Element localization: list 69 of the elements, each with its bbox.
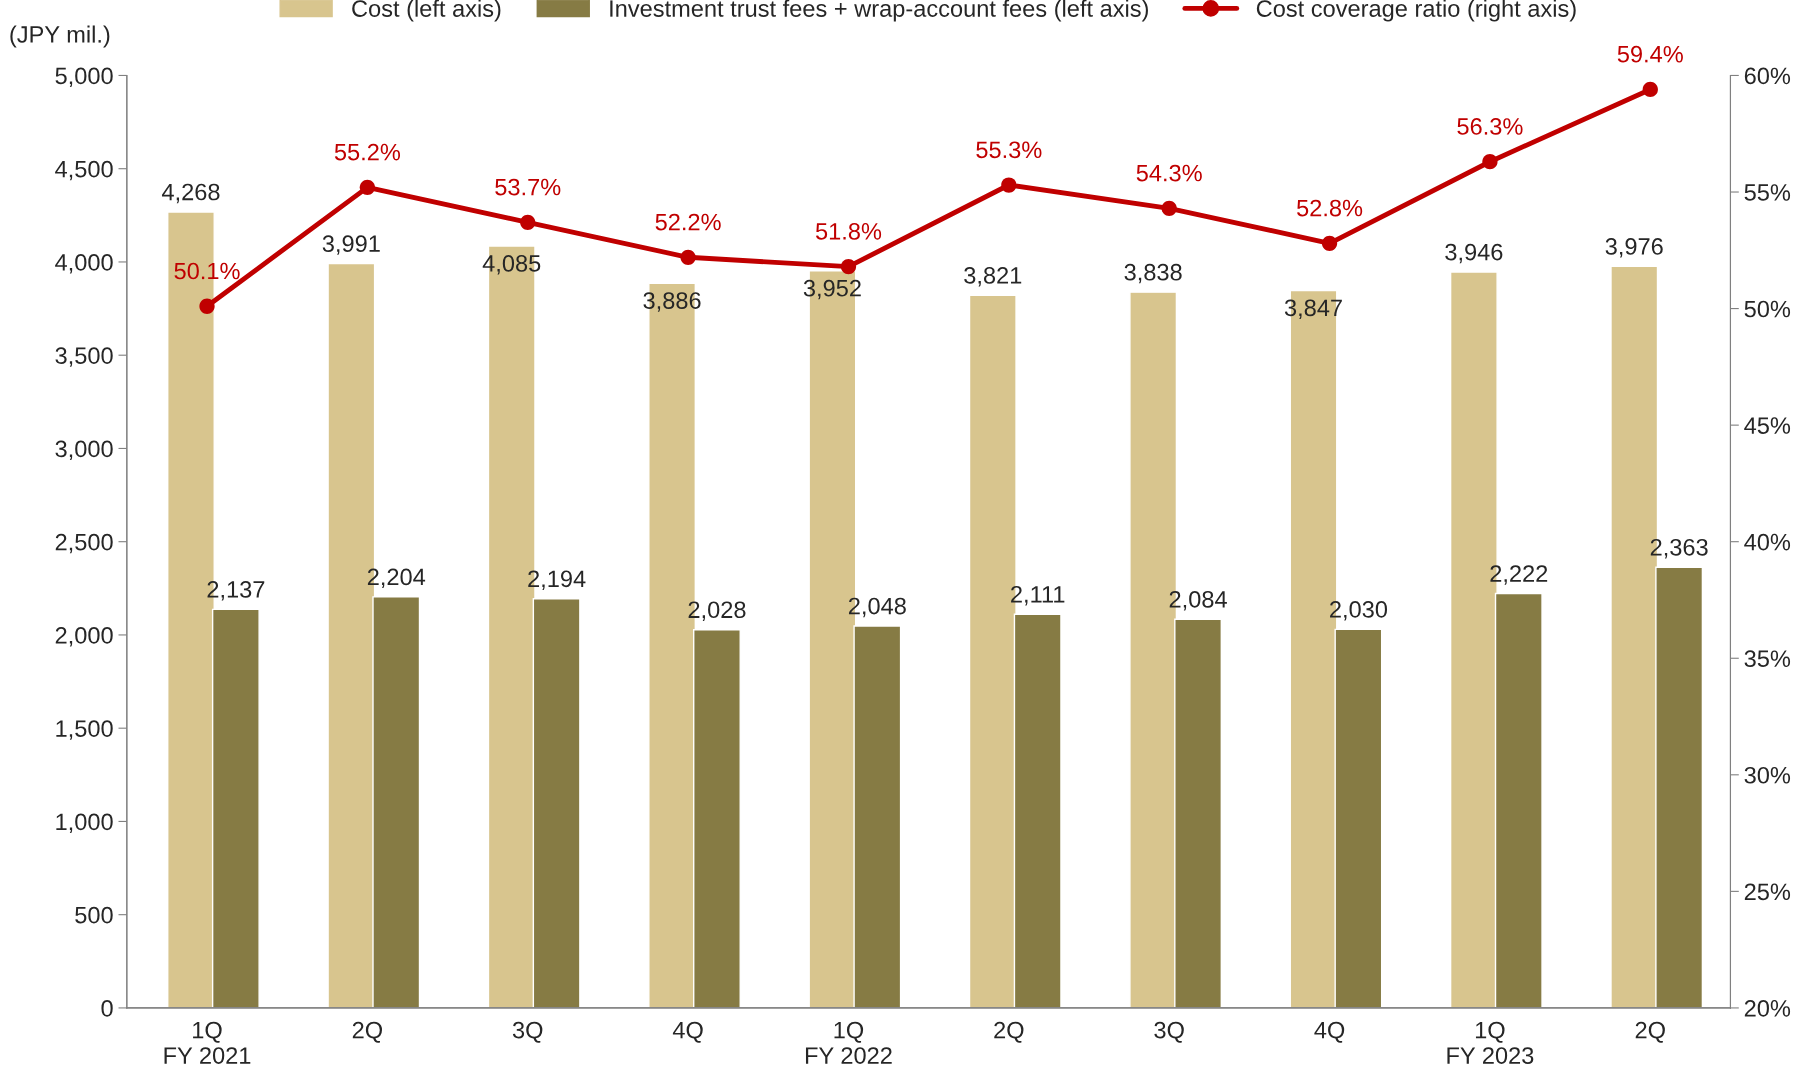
x-tick-label: 1Q FY 2023: [1447, 1021, 1534, 1064]
legend-label: Cost coverage ratio (right axis): [1256, 0, 1576, 22]
y-tick-label: 3,500: [55, 347, 113, 367]
data-label: 2,194: [528, 570, 586, 590]
data-label: 2,204: [367, 568, 426, 589]
y2-tick-label: 30%: [1744, 766, 1791, 784]
y2-tick-label: 50%: [1744, 300, 1791, 318]
data-label: 2,363: [1650, 538, 1708, 559]
data-label: 55.2%: [334, 143, 401, 161]
legend-label: Cost (left axis): [352, 0, 501, 22]
y-tick-label: 2,500: [55, 533, 113, 554]
data-label: 55.3%: [976, 141, 1042, 159]
data-label: 2,111: [1011, 585, 1065, 606]
y-tick-label: 4,000: [55, 254, 113, 274]
data-label: 51.8%: [815, 223, 882, 240]
point: [520, 214, 536, 230]
y-tick-label: 4,500: [55, 160, 113, 181]
x-tick-label: 2Q: [352, 1021, 382, 1043]
x-tick-label: 2Q: [1635, 1021, 1665, 1043]
y2-tick-label: 40%: [1744, 533, 1791, 551]
point: [1161, 200, 1177, 216]
y2-tick-label: 45%: [1744, 417, 1791, 434]
data-label: 3,838: [1124, 263, 1182, 284]
data-label: 53.7%: [495, 178, 561, 196]
y-tick-label: 500: [75, 906, 113, 924]
x-tick-label: 4Q: [672, 1021, 703, 1043]
point: [1001, 177, 1017, 193]
data-label: 3,946: [1445, 243, 1503, 264]
data-label: 52.8%: [1297, 199, 1363, 217]
data-label: 52.2%: [655, 213, 721, 231]
point: [680, 249, 696, 265]
x-tick-label: 4Q: [1314, 1021, 1345, 1043]
data-label: 3,976: [1605, 238, 1663, 258]
legend-label: Investment trust fees + wrap-account fees (left axis): [610, 0, 1148, 22]
point: [199, 298, 215, 314]
data-label: 59.4%: [1617, 45, 1683, 63]
data-label: 3,991: [322, 235, 380, 255]
data-label: 2,028: [688, 601, 746, 621]
data-label: 4,268: [161, 183, 220, 204]
data-label: 3,821: [964, 267, 1022, 287]
y-tick-label: 3,000: [55, 440, 113, 461]
y2-tick-label: 55%: [1744, 184, 1791, 201]
point: [1642, 81, 1658, 98]
y-tick-label: 1,500: [56, 720, 113, 740]
x-tick-label: 2Q: [994, 1021, 1024, 1043]
x-tick-label: 1Q FY 2021: [164, 1021, 251, 1064]
x-tick-label: 1Q FY 2022: [805, 1021, 892, 1064]
x-tick-label: 3Q: [512, 1021, 543, 1043]
data-label: 2,048: [848, 597, 906, 618]
data-label: 2,030: [1330, 601, 1388, 621]
y2-tick-label: 25%: [1744, 883, 1791, 901]
point: [1321, 235, 1338, 251]
y2-tick-label: 35%: [1744, 650, 1791, 668]
y-tick-label: 1,000: [56, 813, 113, 834]
data-label: 2,137: [207, 581, 265, 601]
data-label: 54.3%: [1136, 164, 1202, 182]
y-tick-label: 2,000: [55, 627, 113, 647]
data-label: 56.3%: [1457, 118, 1523, 135]
y-axis-title: (JPY mil.): [10, 25, 110, 48]
data-label: 2,084: [1169, 590, 1227, 611]
y2-tick-label: 20%: [1744, 1000, 1791, 1017]
point: [1482, 154, 1498, 170]
point: [840, 258, 857, 275]
data-label: 2,222: [1490, 565, 1548, 585]
y-tick-label: 0: [101, 1000, 113, 1017]
point: [359, 179, 376, 195]
y2-tick-label: 60%: [1744, 67, 1791, 85]
x-tick-label: 3Q: [1154, 1021, 1184, 1043]
y-tick-label: 5,000: [55, 67, 113, 88]
